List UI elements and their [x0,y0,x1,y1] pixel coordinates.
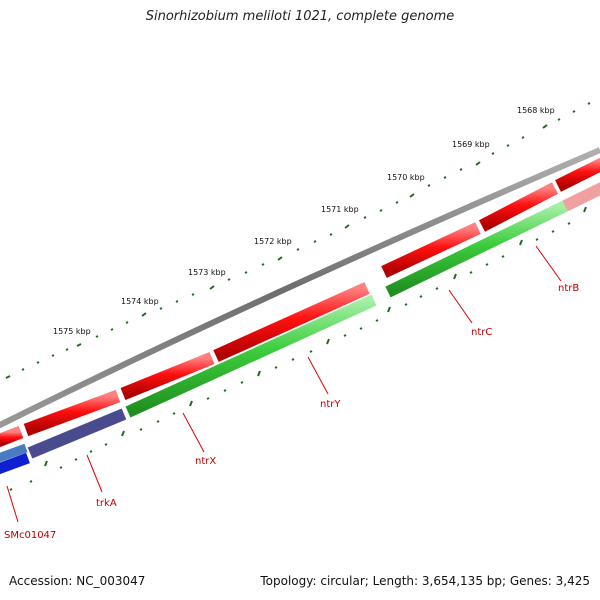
tick-label-1571: 1571 kbp [321,205,359,214]
tick-label-1568: 1568 kbp [517,106,555,115]
gene-label-trkA[interactable]: trkA [96,498,117,509]
outer-tick-track [5,102,591,379]
map-title: Sinorhizobium meliloti 1021, complete ge… [145,9,455,24]
genome-backbone [0,147,600,429]
scale-labels: 1568 kbp 1569 kbp 1570 kbp 1571 kbp 1572… [53,106,555,336]
gene-labels: SMc01047 trkA ntrX ntrY ntrC ntrB [4,283,579,541]
cds-ntrC-ntrB[interactable] [385,200,568,298]
accession-text: Accession: NC_003047 [9,574,146,588]
gene-label-ntrB[interactable]: ntrB [558,283,579,294]
cds-smc01047-upper[interactable] [0,443,28,463]
tick-label-1575: 1575 kbp [53,327,91,336]
cds-forward-2[interactable] [23,389,121,437]
cds-trkA[interactable] [27,408,127,459]
cds-forward-4[interactable] [213,282,370,362]
cds-forward-6[interactable] [478,182,559,232]
cds-forward-5[interactable] [381,222,481,278]
gene-label-ntrX[interactable]: ntrX [195,456,216,467]
cds-forward-7[interactable] [555,157,600,192]
genome-summary-text: Topology: circular; Length: 3,654,135 bp… [260,574,590,588]
reverse-strand [0,182,600,475]
tick-label-1569: 1569 kbp [452,140,490,149]
forward-strand [0,157,600,448]
gene-label-smc01047[interactable]: SMc01047 [4,530,56,541]
cds-smc01047[interactable] [0,452,30,475]
gene-label-connectors [6,245,562,523]
inner-tick-track [9,206,587,491]
tick-label-1570: 1570 kbp [387,173,425,182]
cds-forward-3[interactable] [120,351,215,401]
tick-label-1573: 1573 kbp [188,268,226,277]
cds-forward-1[interactable] [0,425,24,448]
tick-label-1574: 1574 kbp [121,297,159,306]
cds-ntrX-ntrY[interactable] [125,294,377,418]
gene-label-ntrY[interactable]: ntrY [320,399,341,410]
gene-label-ntrC[interactable]: ntrC [471,327,492,338]
cds-next-faded[interactable] [562,182,600,212]
tick-label-1572: 1572 kbp [254,237,292,246]
